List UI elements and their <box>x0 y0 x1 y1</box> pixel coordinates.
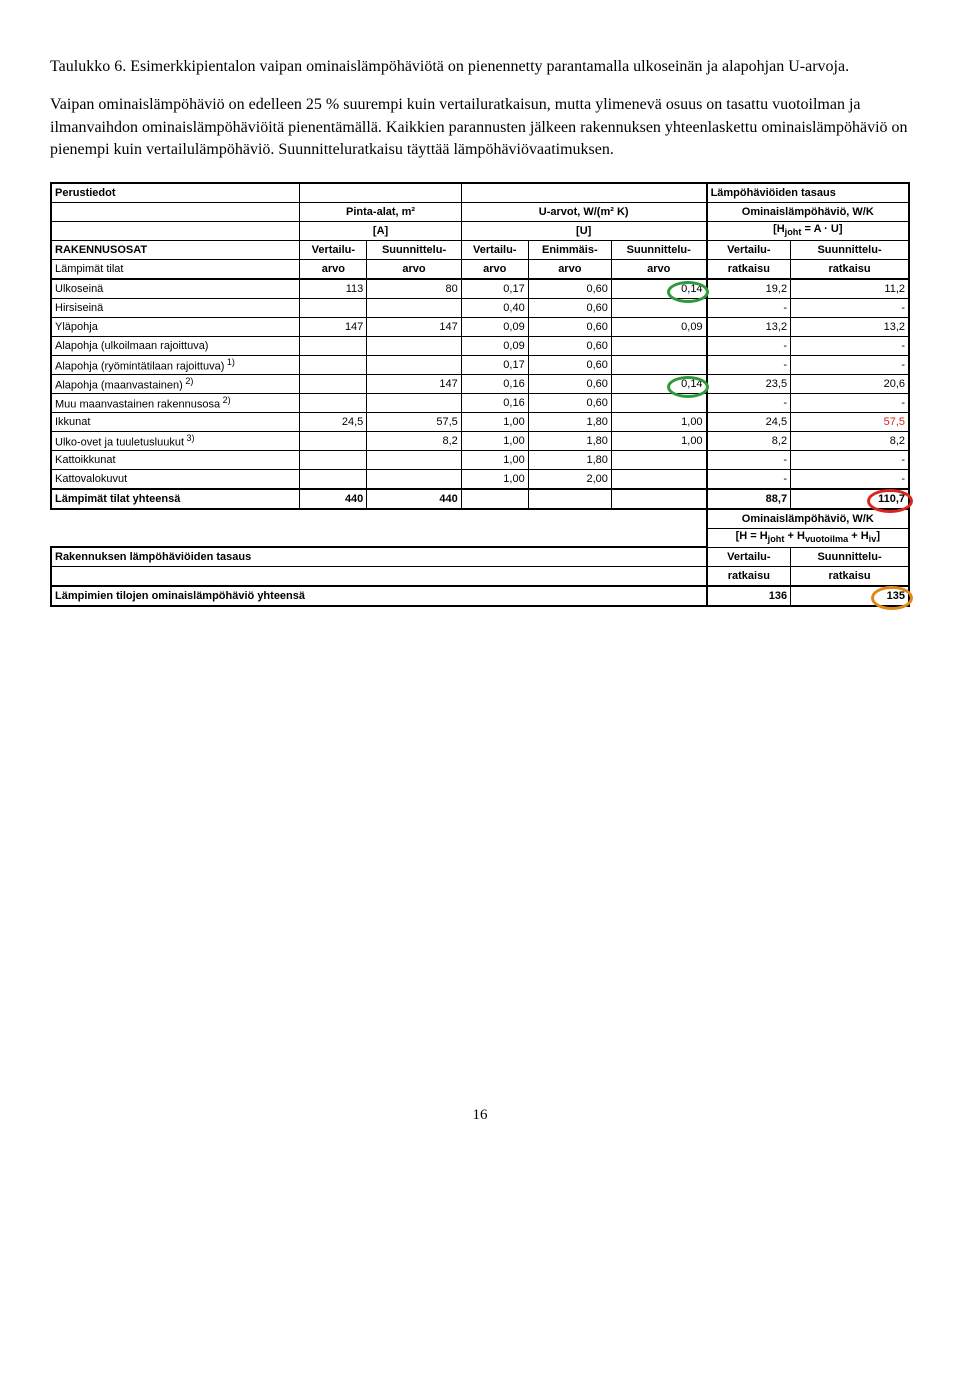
row-label: Hirsiseinä <box>51 298 300 317</box>
hdr-perustiedot: Perustiedot <box>51 183 300 203</box>
hdr-ominais: Ominaislämpöhäviö, W/K <box>707 202 909 221</box>
row-total-label: Lämpimät tilat yhteensä <box>51 489 300 509</box>
col-vert-arvo-2: Vertailu- <box>461 240 528 259</box>
row-label: Ikkunat <box>51 412 300 431</box>
hdr-lampimat: Lämpimät tilat <box>51 259 300 279</box>
col-vert-arvo-1: Vertailu- <box>300 240 367 259</box>
row-label: Kattoikkunat <box>51 450 300 469</box>
tot-hs: 110,7 <box>791 489 909 509</box>
table-row: Kattoikkunat1,001,80-- <box>51 450 909 469</box>
ftr-ominais: Ominaislämpöhäviö, W/K <box>707 509 909 529</box>
ftr-lampimien: Lämpimien tilojen ominaislämpöhäviö yhte… <box>51 586 707 606</box>
hdr-uarvot: U-arvot, W/(m² K) <box>461 202 706 221</box>
row-label: Alapohja (maanvastainen) 2) <box>51 374 300 393</box>
ftr-formula: [H = Hjoht + Hvuotoilma + Hiv] <box>707 528 909 547</box>
hdr-a: [A] <box>300 221 461 240</box>
intro-paragraph-2: Vaipan ominaislämpöhäviö on edelleen 25 … <box>50 94 910 161</box>
hdr-pinta: Pinta-alat, m² <box>300 202 461 221</box>
col-suun-arvo-2: Suunnittelu- <box>611 240 706 259</box>
table-row: Ikkunat24,557,51,001,801,0024,557,5 <box>51 412 909 431</box>
heat-loss-table: Perustiedot Lämpöhäviöiden tasaus Pinta-… <box>50 182 910 608</box>
table-row: Kattovalokuvut1,002,00-- <box>51 469 909 489</box>
table-row: Yläpohja1471470,090,600,0913,213,2 <box>51 317 909 336</box>
table-row: Muu maanvastainen rakennusosa 2)0,160,60… <box>51 393 909 412</box>
table-row: Ulkoseinä113800,170,600,1419,211,2 <box>51 279 909 299</box>
ftr-vval: 136 <box>707 586 791 606</box>
table-row: Alapohja (ulkoilmaan rajoittuva)0,090,60… <box>51 336 909 355</box>
ftr-raktasaus: Rakennuksen lämpöhäviöiden tasaus <box>51 547 707 567</box>
row-label: Alapohja (ulkoilmaan rajoittuva) <box>51 336 300 355</box>
row-label: Alapohja (ryömintätilaan rajoittuva) 1) <box>51 355 300 374</box>
hdr-u: [U] <box>461 221 706 240</box>
col-enim-arvo: Enimmäis- <box>528 240 611 259</box>
ftr-sval: 135 <box>791 586 909 606</box>
col-suun-ratk: Suunnittelu- <box>791 240 909 259</box>
row-label: Muu maanvastainen rakennusosa 2) <box>51 393 300 412</box>
row-label: Ulkoseinä <box>51 279 300 299</box>
row-label: Kattovalokuvut <box>51 469 300 489</box>
col-suun-arvo-1: Suunnittelu- <box>367 240 461 259</box>
hdr-tasaus: Lämpöhäviöiden tasaus <box>707 183 909 203</box>
col-vert-ratk: Vertailu- <box>707 240 791 259</box>
table-row: Alapohja (ryömintätilaan rajoittuva) 1)0… <box>51 355 909 374</box>
row-label: Ulko-ovet ja tuuletusluukut 3) <box>51 431 300 450</box>
row-label: Yläpohja <box>51 317 300 336</box>
page-number: 16 <box>50 1107 910 1124</box>
tot-av: 440 <box>300 489 367 509</box>
table-row: Ulko-ovet ja tuuletusluukut 3)8,21,001,8… <box>51 431 909 450</box>
hdr-hjoht: [Hjoht = A · U] <box>707 221 909 240</box>
table-row: Alapohja (maanvastainen) 2)1470,160,600,… <box>51 374 909 393</box>
tot-hv: 88,7 <box>707 489 791 509</box>
table-row: Hirsiseinä0,400,60-- <box>51 298 909 317</box>
tot-as: 440 <box>367 489 461 509</box>
hdr-rakennusosat: RAKENNUSOSAT <box>51 240 300 259</box>
intro-paragraph-1: Taulukko 6. Esimerkkipientalon vaipan om… <box>50 56 910 78</box>
